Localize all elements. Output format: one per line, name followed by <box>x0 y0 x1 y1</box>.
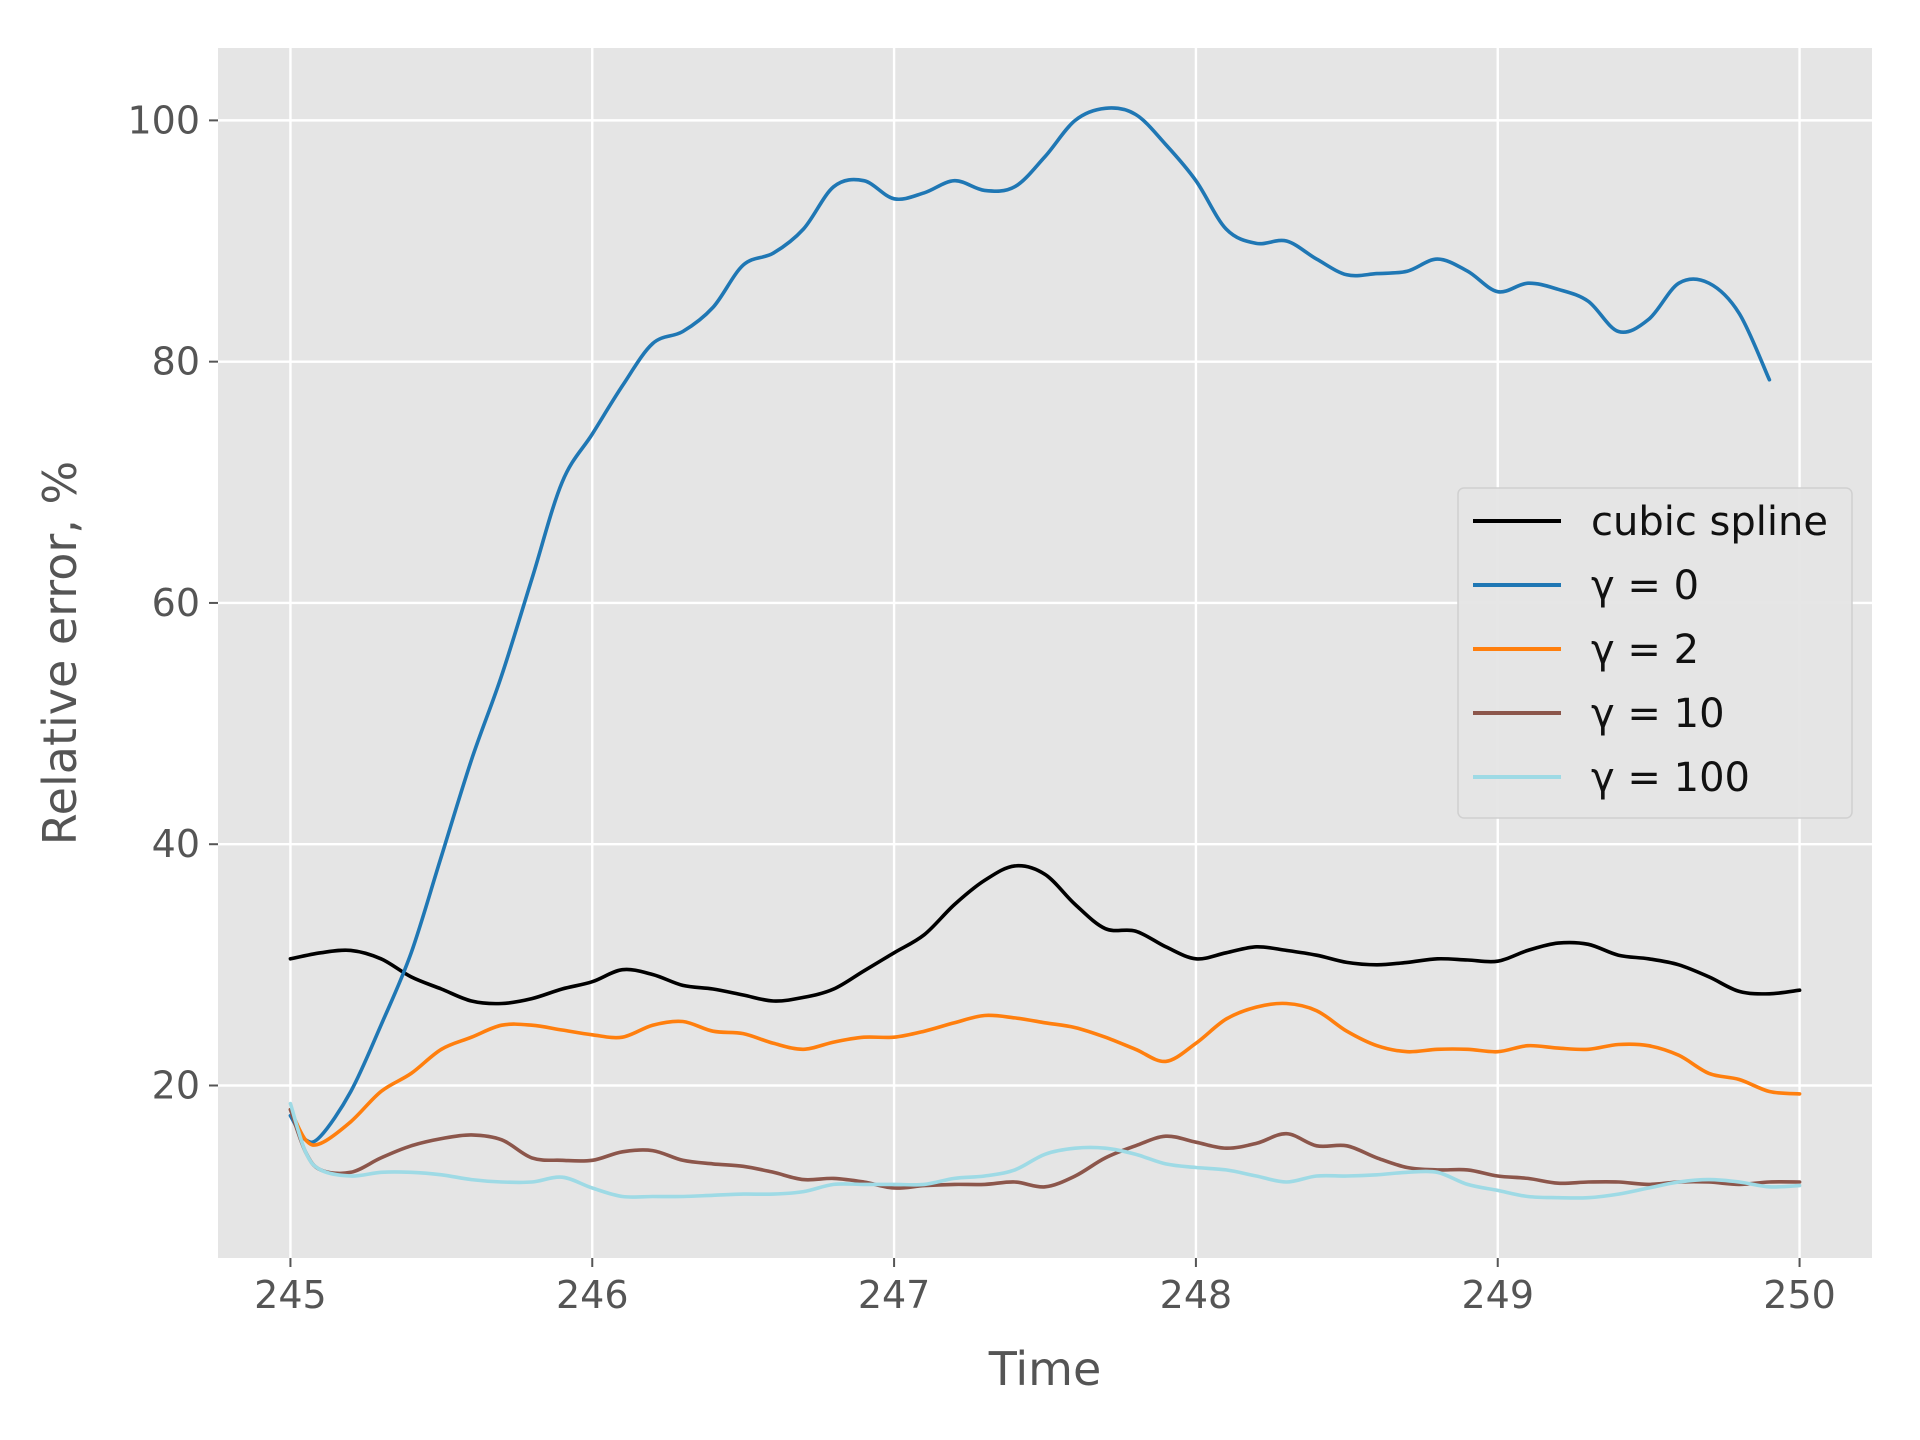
x-tick-label: 247 <box>858 1273 931 1317</box>
x-tick-label: 245 <box>254 1273 327 1317</box>
series-line-3 <box>288 1107 1802 1190</box>
legend-label: γ = 0 <box>1591 563 1699 609</box>
series-line-0 <box>288 863 1802 1006</box>
legend-label: cubic spline <box>1591 499 1828 545</box>
legend-label: γ = 10 <box>1591 691 1725 737</box>
y-tick-label: 60 <box>152 581 200 625</box>
legend-box <box>1457 487 1853 819</box>
series-line-4 <box>288 1101 1802 1200</box>
x-axis: 245 246 247 248 249 250 <box>254 1258 1836 1317</box>
legend: cubic spline γ = 0 γ = 2 γ = 10 γ = 100 <box>1457 487 1853 819</box>
series-line-1 <box>288 106 1772 1145</box>
y-tick-label: 80 <box>152 340 200 384</box>
series-lines <box>288 106 1802 1200</box>
x-tick-label: 250 <box>1763 1273 1836 1317</box>
x-tick-label: 248 <box>1160 1273 1233 1317</box>
series-line-2 <box>288 1001 1802 1147</box>
x-axis-label: Time <box>988 1342 1102 1396</box>
x-tick-label: 246 <box>556 1273 629 1317</box>
y-tick-label: 20 <box>152 1063 200 1107</box>
x-tick-label: 249 <box>1461 1273 1534 1317</box>
y-tick-label: 100 <box>127 98 200 142</box>
legend-label: γ = 2 <box>1591 627 1699 673</box>
legend-label: γ = 100 <box>1591 755 1750 801</box>
grid <box>218 48 1872 1258</box>
y-axis: 20 40 60 80 100 <box>127 98 218 1107</box>
y-axis-label: Relative error, % <box>33 461 87 845</box>
y-tick-label: 40 <box>152 822 200 866</box>
